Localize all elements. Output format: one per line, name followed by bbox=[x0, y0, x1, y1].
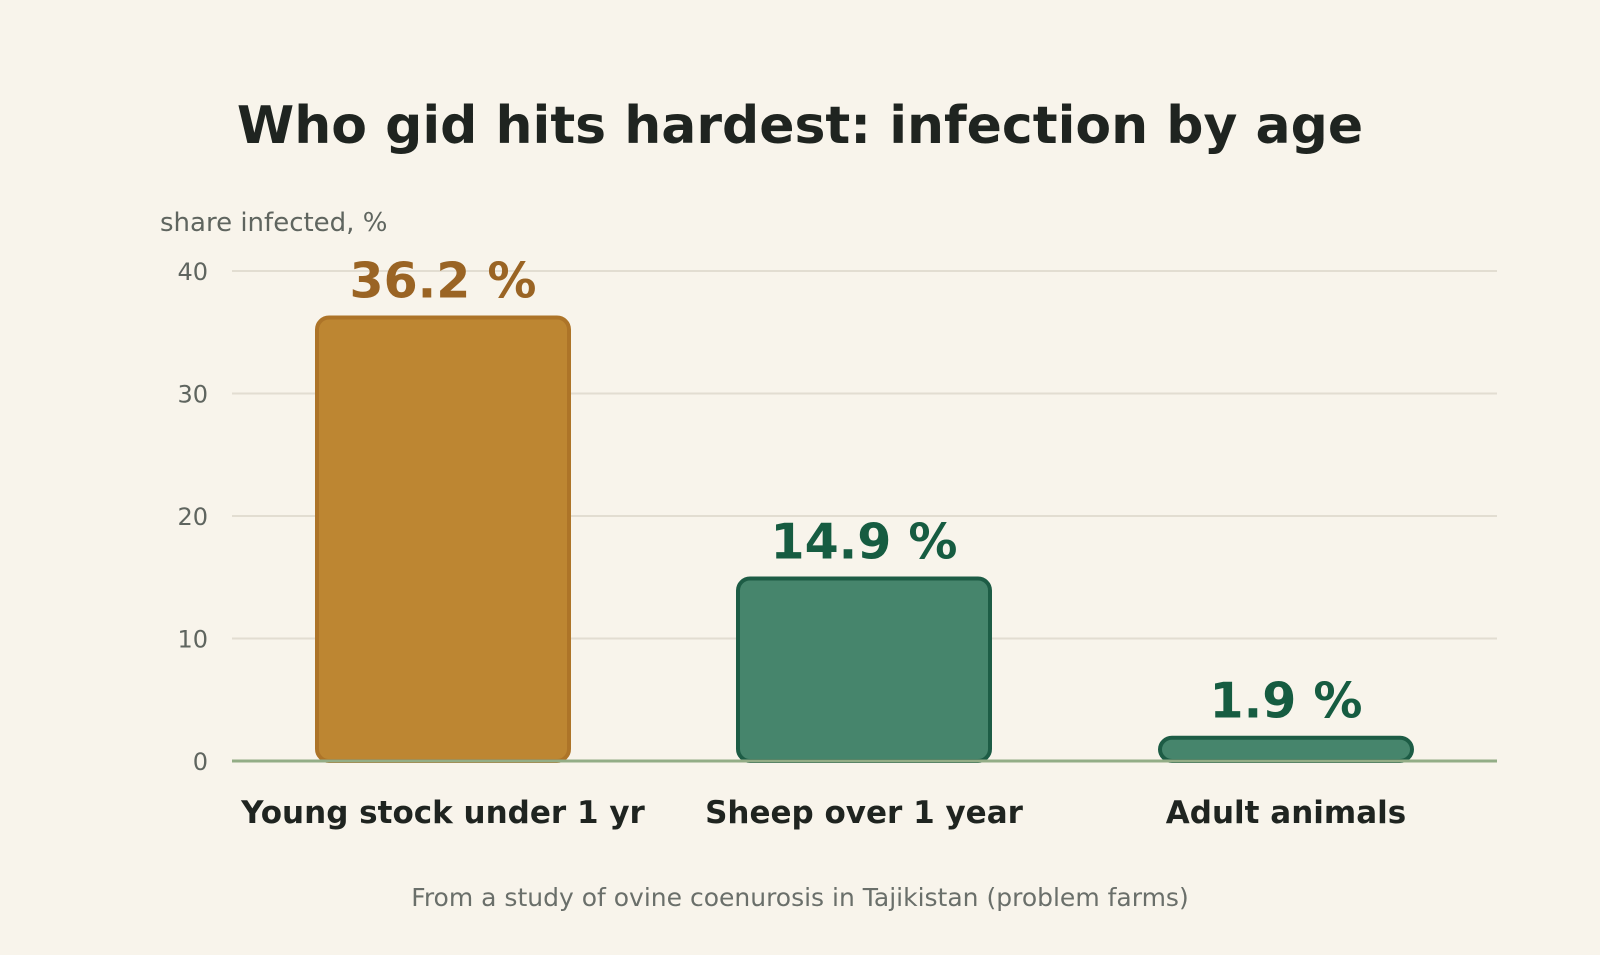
source-note: From a study of ovine coenurosis in Taji… bbox=[411, 883, 1188, 912]
category-labels: Young stock under 1 yr Sheep over 1 year A… bbox=[240, 795, 1406, 831]
chart-title: Who gid hits hardest: infection by age bbox=[237, 96, 1363, 156]
bar bbox=[1158, 735, 1414, 763]
bar-value-label: 1.9 % bbox=[1210, 673, 1363, 730]
bar-value-label: 36.2 % bbox=[349, 253, 536, 310]
bar bbox=[315, 315, 571, 763]
category-label: Adult animals bbox=[1166, 795, 1406, 831]
y-tick-label: 10 bbox=[177, 626, 208, 654]
y-tick-label: 30 bbox=[177, 381, 208, 409]
category-label: Young stock under 1 yr bbox=[240, 795, 645, 831]
y-axis-label: share infected, % bbox=[160, 208, 387, 238]
bars bbox=[315, 315, 1414, 763]
y-tick-label: 40 bbox=[177, 258, 208, 286]
bar bbox=[736, 576, 992, 763]
bar-value-label: 14.9 % bbox=[770, 513, 957, 570]
category-label: Sheep over 1 year bbox=[705, 795, 1024, 831]
y-tick-label: 20 bbox=[177, 503, 208, 531]
y-tick-labels: 0 10 20 30 40 bbox=[177, 258, 208, 776]
value-labels: 36.2 % 14.9 % 1.9 % bbox=[349, 253, 1362, 730]
y-tick-label: 0 bbox=[193, 748, 208, 776]
